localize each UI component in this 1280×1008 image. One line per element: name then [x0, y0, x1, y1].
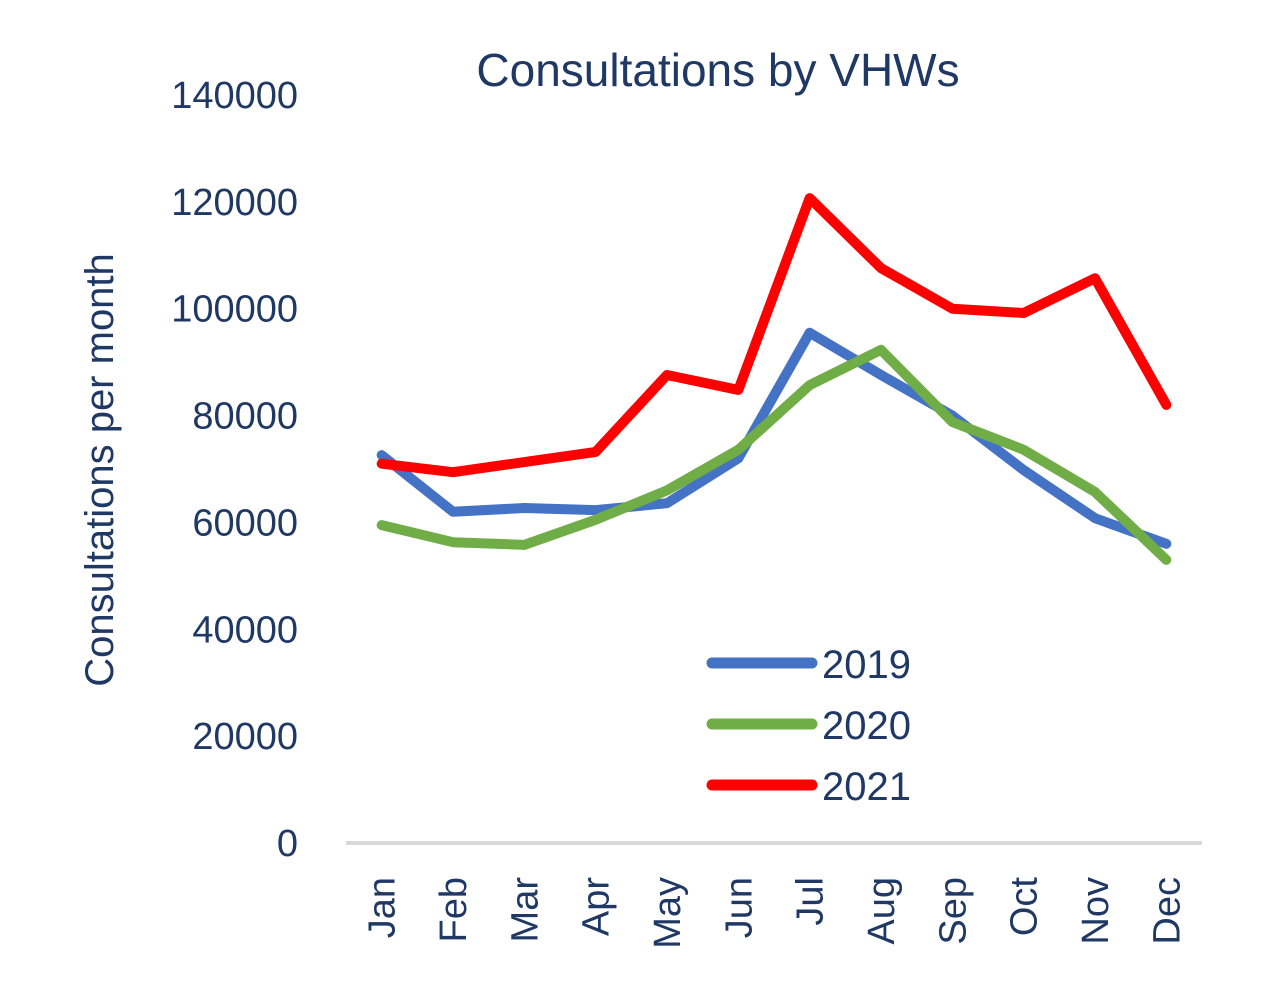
- x-tick-label: May: [647, 877, 689, 949]
- x-tick-label: Mar: [504, 877, 546, 943]
- y-tick-label: 100000: [171, 289, 298, 331]
- y-tick-label: 20000: [192, 716, 298, 758]
- x-tick-label: Jun: [718, 877, 760, 938]
- legend-label-2021: 2021: [822, 765, 911, 809]
- series-line-2019: [376, 327, 1172, 549]
- legend-label-2019: 2019: [822, 643, 911, 687]
- x-tick-label: Oct: [1004, 877, 1046, 937]
- x-axis-ticks: Jan Feb Mar Apr May Jun Jul Aug Sep Oct Nov Dec: [362, 877, 1189, 949]
- y-axis-ticks: 0 20000 40000 60000 80000 100000 120000 140000: [171, 75, 298, 865]
- x-tick-label: Aug: [861, 877, 903, 945]
- x-tick-label: Apr: [576, 877, 618, 936]
- x-tick-label: Sep: [932, 877, 974, 945]
- chart-title: Consultations by VHWs: [476, 44, 959, 96]
- y-tick-label: 40000: [192, 609, 298, 651]
- x-tick-label: Dec: [1146, 877, 1188, 945]
- y-tick-label: 140000: [171, 75, 298, 117]
- series-lines: [376, 193, 1172, 565]
- x-tick-label: Jul: [790, 877, 832, 926]
- y-tick-label: 120000: [171, 182, 298, 224]
- legend-label-2020: 2020: [822, 704, 911, 748]
- series-line-2020: [376, 344, 1172, 565]
- series-line-2021: [376, 193, 1172, 478]
- legend: 2019 2020 2021: [706, 643, 911, 809]
- x-tick-label: Feb: [433, 877, 475, 942]
- x-tick-label: Jan: [362, 877, 404, 938]
- y-axis-label: Consultations per month: [78, 253, 122, 687]
- y-tick-label: 80000: [192, 396, 298, 438]
- x-tick-label: Nov: [1075, 877, 1117, 945]
- y-tick-label: 0: [277, 823, 298, 865]
- y-tick-label: 60000: [192, 502, 298, 544]
